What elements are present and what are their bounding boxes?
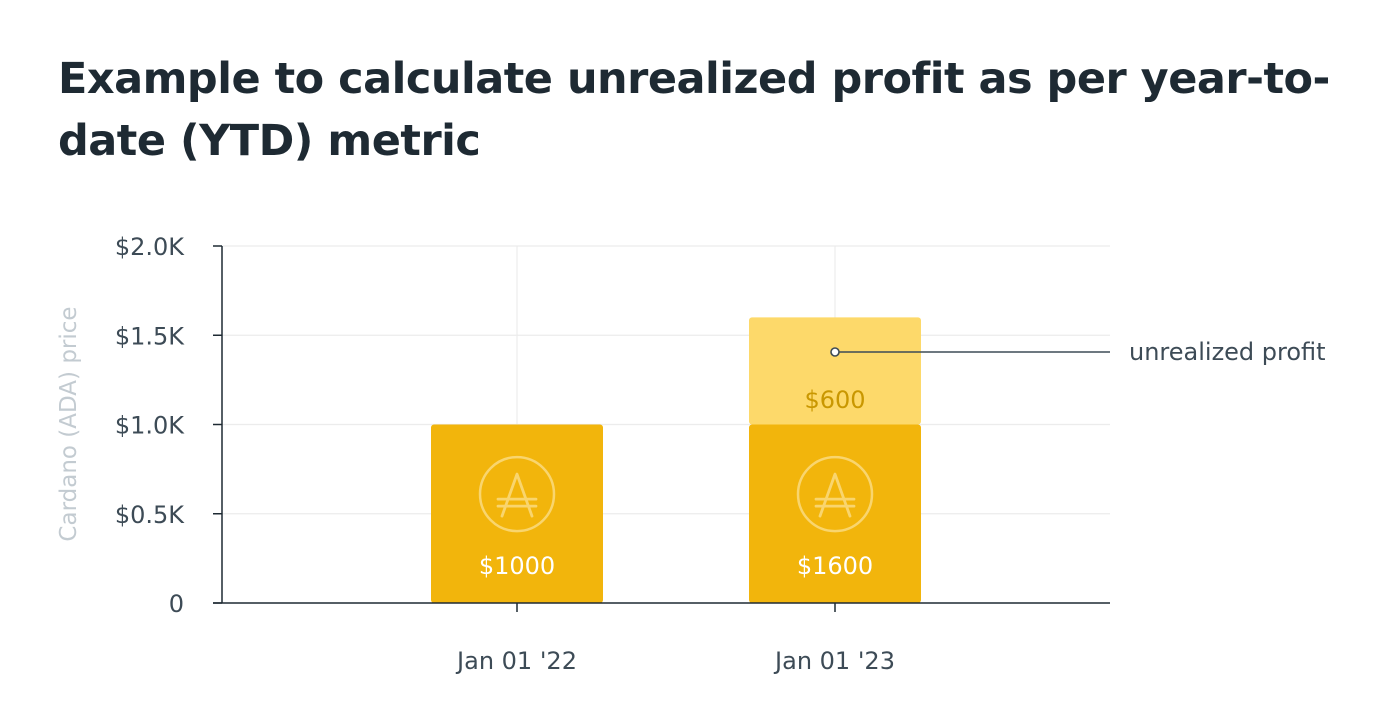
y-tick-label: $2.0K	[115, 233, 185, 261]
bar-base	[749, 424, 921, 603]
x-tick-label: Jan 01 '23	[773, 647, 895, 675]
x-tick-label: Jan 01 '22	[455, 647, 577, 675]
y-tick-label: $1.5K	[115, 322, 185, 350]
y-ticks: 0 $0.5K $1.0K $1.5K $2.0K	[115, 233, 222, 618]
x-ticks: Jan 01 '22 Jan 01 '23	[455, 603, 895, 675]
coin-glyph	[496, 472, 538, 518]
bars: $1000 $1600 $600	[431, 317, 921, 603]
cardano-ada-icon	[796, 455, 874, 533]
chart-title: Example to calculate unrealized profit a…	[58, 54, 1330, 166]
annotation-marker	[830, 347, 840, 357]
grid-lines	[222, 245, 1110, 603]
annotation-label: unrealized profit	[1129, 338, 1326, 366]
y-tick-label: 0	[169, 590, 184, 618]
bar-value-label: $1600	[797, 552, 873, 580]
coin-glyph	[814, 472, 856, 518]
bar-unrealized-profit	[749, 317, 921, 425]
coin-ring	[478, 455, 556, 533]
cardano-ada-icon	[478, 455, 556, 533]
annotation: unrealized profit	[830, 338, 1326, 366]
bar-value-label: $1000	[479, 552, 555, 580]
y-tick-label: $1.0K	[115, 412, 185, 440]
y-tick-label: $0.5K	[115, 501, 185, 529]
bar-base	[431, 424, 603, 603]
y-axis-title: Cardano (ADA) price	[56, 306, 82, 541]
unrealized-profit-value-label: $600	[804, 386, 865, 414]
coin-ring	[796, 455, 874, 533]
